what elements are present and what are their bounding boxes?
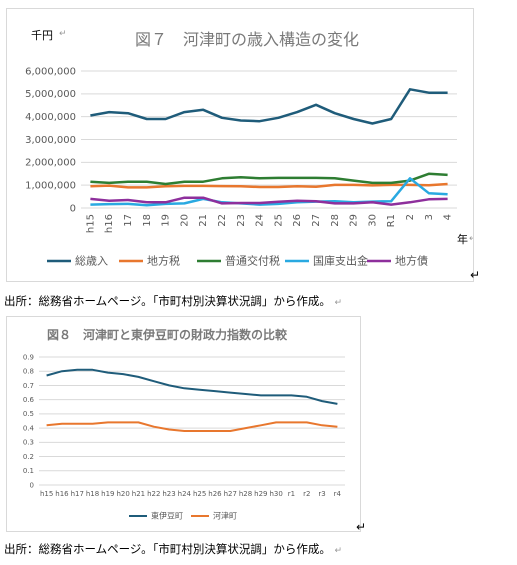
x-tick-label: h25 — [193, 490, 206, 498]
x-tick-label: 28 — [330, 214, 341, 227]
y-tick-label: 0.4 — [23, 424, 35, 432]
y-tick-label: 2,000,000 — [25, 158, 76, 169]
return-mark-icon: ↵ — [59, 29, 67, 39]
x-tick-label: h18 — [86, 490, 99, 498]
chart-fig7: 千円 ↵ 図７ 河津町の歳入構造の変化 0 1,000,000 2,000,000 3… — [6, 8, 477, 282]
x-tick-label: 17 — [123, 214, 134, 227]
chart-fig7-title: 図７ 河津町の歳入構造の変化 — [135, 30, 359, 49]
x-tick-label: 27 — [311, 214, 322, 227]
series-line-普通交付税 — [90, 172, 448, 186]
series-line-河津町 — [46, 421, 338, 432]
x-tick-label: 20 — [179, 214, 190, 227]
y-tick-label: 4,000,000 — [25, 112, 76, 123]
x-tick-label: h16 — [55, 490, 69, 498]
x-tick-label: h20 — [116, 490, 129, 498]
return-mark-icon: ↵ — [334, 298, 343, 308]
x-tick-label: h17 — [71, 490, 84, 498]
x-tick-label: r3 — [318, 490, 325, 498]
x-tick-label: 18 — [142, 214, 153, 227]
y-tick-label: 0.7 — [23, 382, 34, 390]
x-tick-label: h23 — [162, 490, 175, 498]
y-tick-label: 0.2 — [23, 453, 34, 461]
chart-fig7-unit-label: 千円 — [31, 29, 53, 42]
fig8-source-text: 出所：総務省ホームページ。「市町村別決算状況調」から作成。 — [4, 542, 331, 556]
x-tick-label: h16 — [104, 214, 115, 233]
legend-label: 地方税 — [147, 254, 180, 268]
x-tick-label: h28 — [239, 490, 252, 498]
x-tick-label: 19 — [161, 214, 172, 227]
x-tick-label: 4 — [443, 214, 454, 220]
x-tick-label: h26 — [208, 490, 222, 498]
y-tick-label: 0.6 — [23, 396, 35, 404]
x-tick-label: h22 — [147, 490, 160, 498]
series-line-地方債 — [90, 196, 448, 206]
y-tick-label: 5,000,000 — [25, 89, 76, 100]
y-tick-label: 1,000,000 — [25, 181, 76, 192]
legend-label: 総歳入 — [75, 254, 108, 268]
legend-label: 東伊豆町 — [151, 511, 183, 521]
series-line-東伊豆町 — [46, 368, 338, 405]
legend-label: 地方債 — [395, 254, 428, 268]
y-tick-label: 0.8 — [23, 368, 34, 376]
x-tick-label: 25 — [273, 214, 284, 227]
y-tick-label: 0.5 — [23, 410, 34, 418]
x-tick-label: R1 — [386, 214, 397, 227]
legend-label: 国庫支出金 — [313, 254, 368, 268]
chart-fig7-svg: 千円 ↵ 図７ 河津町の歳入構造の変化 0 1,000,000 2,000,000 3… — [25, 29, 476, 268]
chart-fig8-svg: 図８ 河津町と東伊豆町の財政力指数の比較 0 0.1 0.2 0.3 0.4 0.5 0.6… — [23, 327, 345, 521]
x-tick-label: 23 — [236, 214, 247, 227]
y-tick-label: 0.9 — [23, 353, 34, 361]
legend-label: 普通交付税 — [225, 254, 280, 268]
legend-label: 河津町 — [213, 511, 237, 521]
y-tick-label: 0.3 — [23, 439, 34, 447]
x-tick-label: h24 — [178, 490, 192, 498]
x-tick-label: h27 — [224, 490, 237, 498]
return-mark-icon: ↵ — [470, 268, 481, 282]
x-tick-label: h30 — [269, 490, 282, 498]
chart-fig8: 図８ 河津町と東伊豆町の財政力指数の比較 0 0.1 0.2 0.3 0.4 0.5 0.6… — [6, 316, 361, 532]
x-tick-label: 30 — [367, 214, 378, 227]
fig8-source-caption: 出所：総務省ホームページ。「市町村別決算状況調」から作成。 ↵ — [4, 541, 342, 557]
y-tick-label: 6,000,000 — [25, 66, 76, 77]
chart-fig7-xlabel: 年 — [457, 232, 468, 246]
x-tick-label: r4 — [334, 490, 342, 498]
fig7-source-text: 出所：総務省ホームページ。「市町村別決算状況調」から作成。 — [4, 294, 331, 308]
series-line-地方税 — [90, 182, 448, 189]
y-tick-label: 0 — [70, 203, 76, 214]
return-mark-icon: ↵ — [334, 546, 343, 556]
series-line-国庫支出金 — [90, 177, 448, 207]
y-tick-label: 0.1 — [23, 467, 34, 475]
x-tick-label: 3 — [424, 214, 435, 220]
x-tick-label: h15 — [85, 214, 96, 233]
x-tick-label: r2 — [303, 490, 310, 498]
return-mark-icon: ↵ — [469, 234, 473, 244]
x-tick-label: r1 — [288, 490, 295, 498]
x-tick-label: 2 — [405, 214, 416, 220]
x-tick-label: h19 — [101, 490, 114, 498]
x-tick-label: 29 — [349, 214, 360, 227]
y-tick-label: 3,000,000 — [25, 135, 76, 146]
x-tick-label: 26 — [292, 214, 303, 227]
return-mark-icon: ↵ — [356, 520, 367, 534]
x-tick-label: 22 — [217, 214, 228, 227]
x-tick-label: 24 — [255, 214, 266, 227]
y-tick-label: 0 — [30, 481, 34, 489]
fig7-source-caption: 出所：総務省ホームページ。「市町村別決算状況調」から作成。 ↵ — [4, 293, 342, 309]
x-tick-label: h29 — [254, 490, 267, 498]
chart-fig8-title: 図８ 河津町と東伊豆町の財政力指数の比較 — [47, 327, 288, 342]
x-tick-label: h15 — [40, 490, 53, 498]
series-line-総歳入 — [90, 88, 448, 125]
x-tick-label: h21 — [132, 490, 145, 498]
x-tick-label: 21 — [198, 214, 209, 227]
